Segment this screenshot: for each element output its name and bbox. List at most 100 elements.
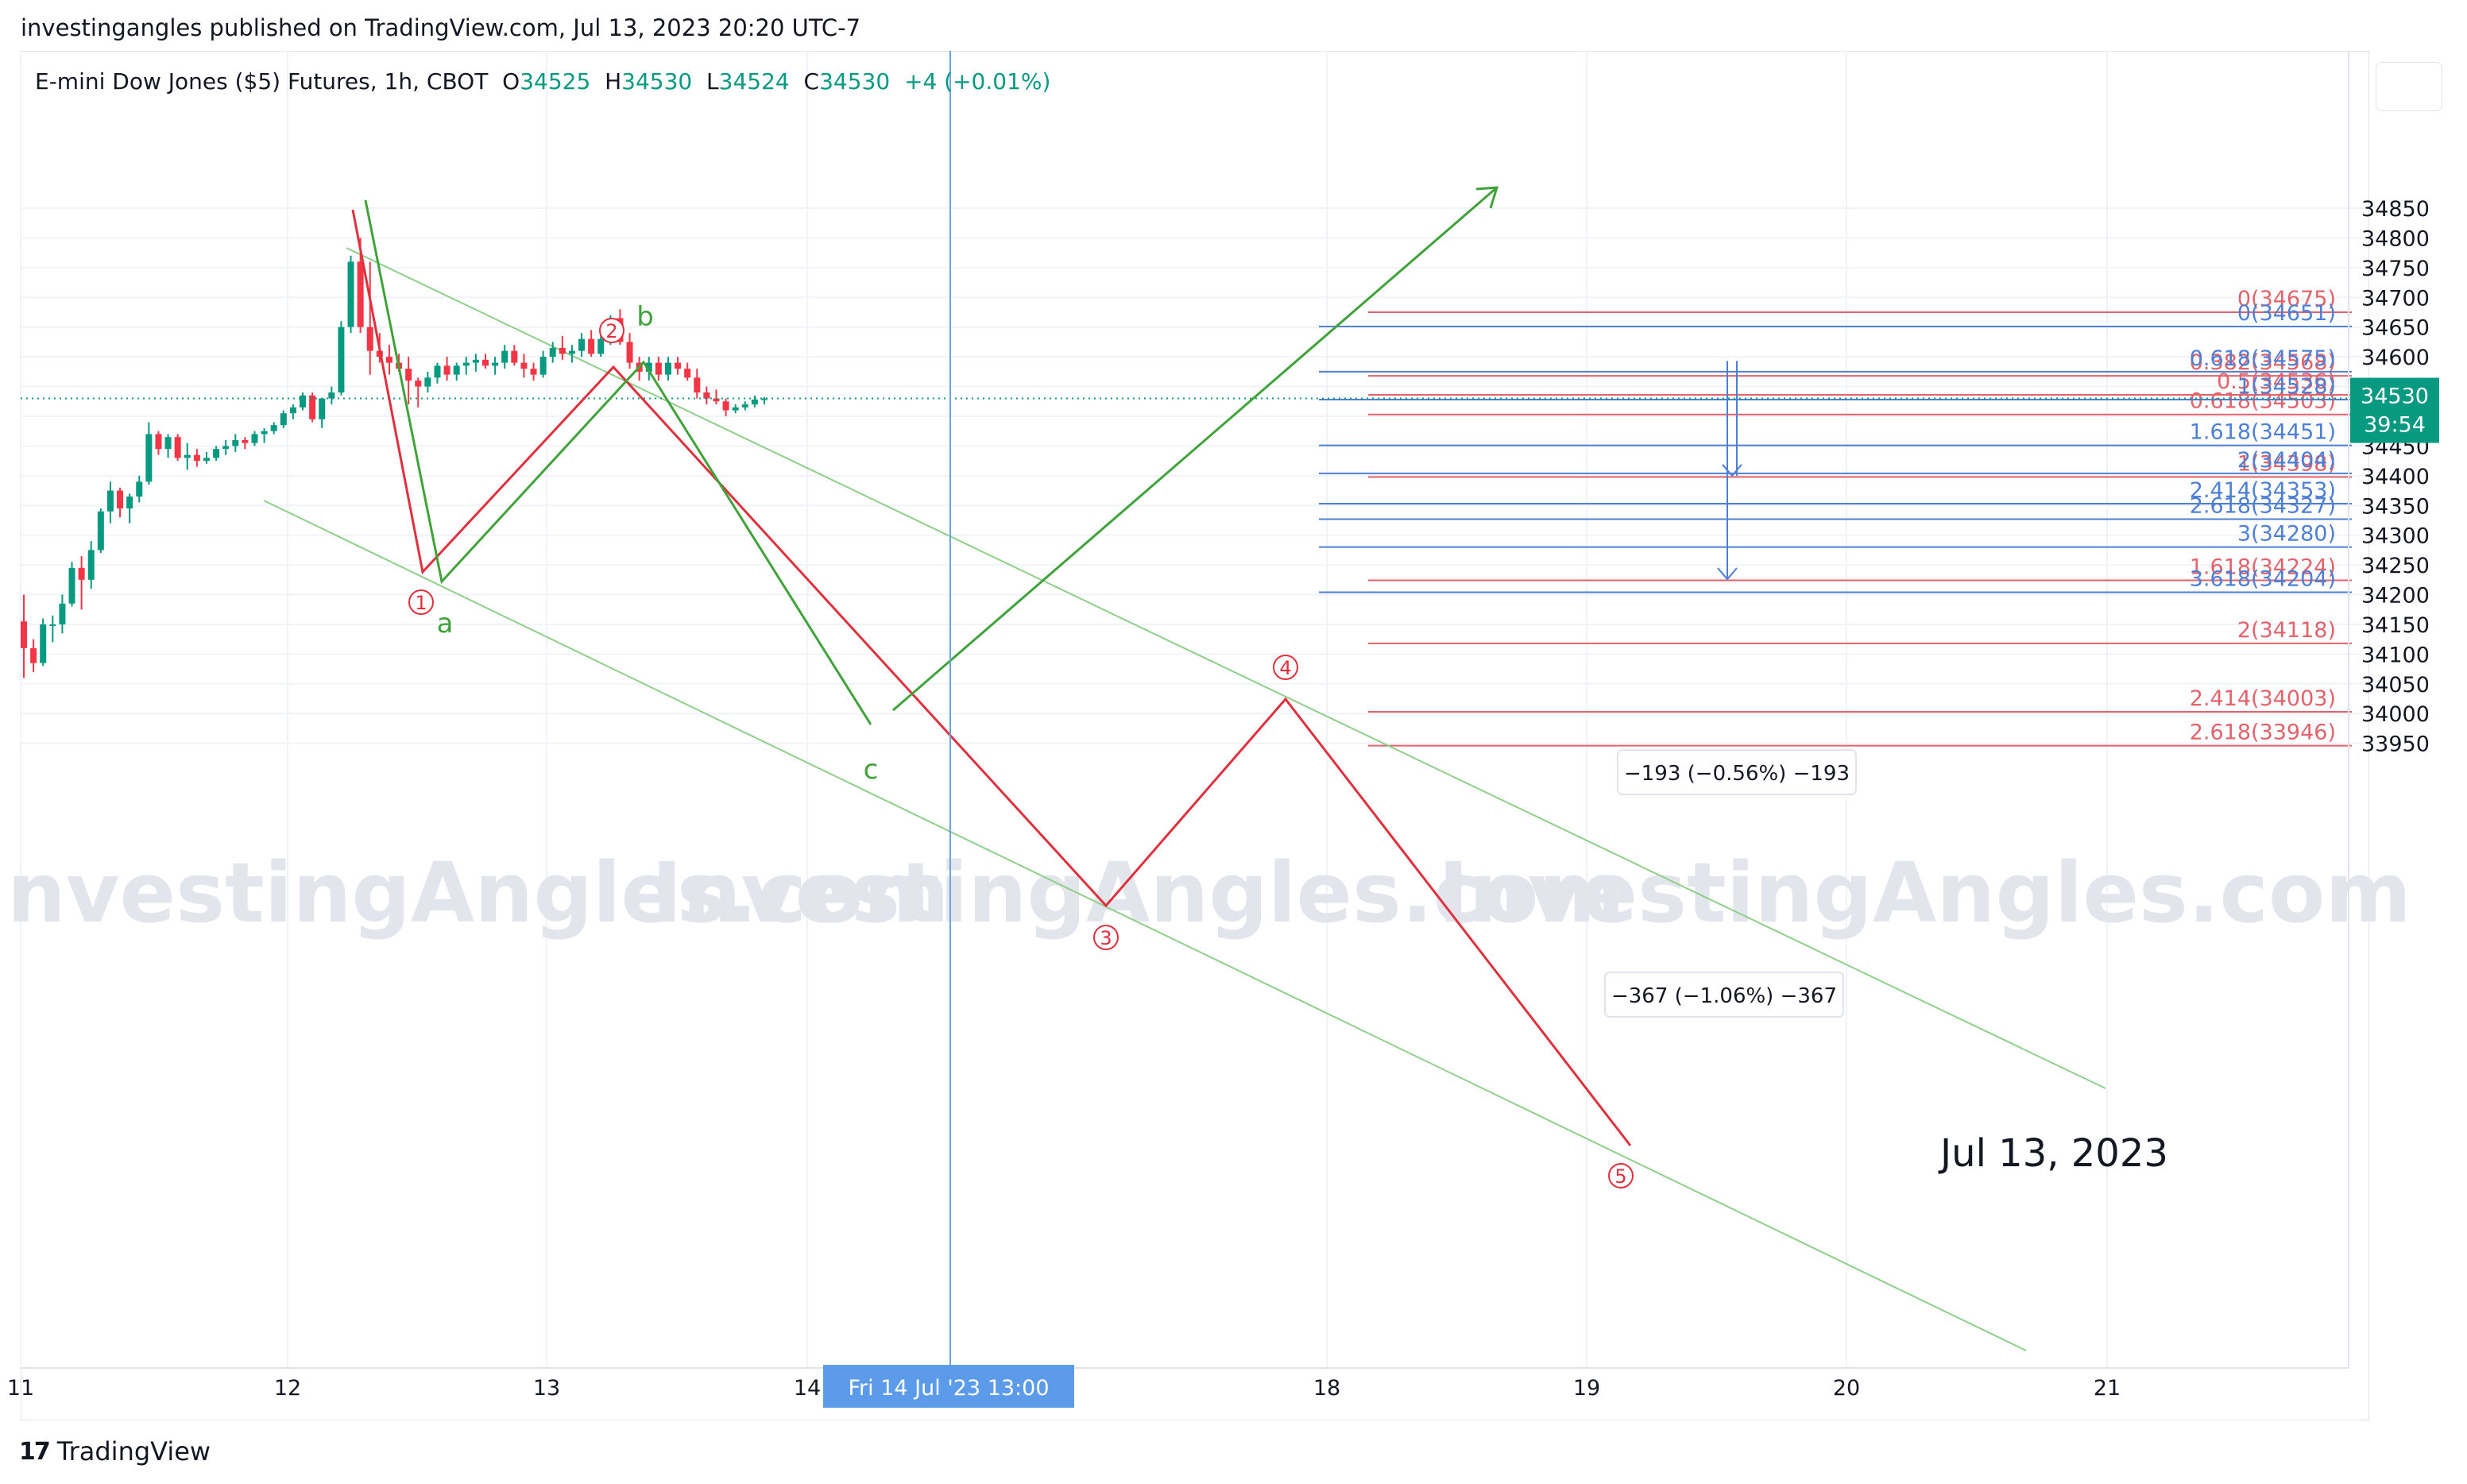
wave-marker xyxy=(1273,655,1298,680)
candle xyxy=(270,422,277,435)
candle-body xyxy=(309,395,316,419)
candle-body xyxy=(117,490,124,508)
candle xyxy=(280,410,287,428)
candle-body xyxy=(741,404,748,408)
brand-name: TradingView xyxy=(56,1436,211,1467)
close-value: 34530 xyxy=(819,68,891,95)
candle xyxy=(222,439,230,455)
fib-blue-label: 2.618(34327) xyxy=(2190,493,2336,518)
candle xyxy=(597,333,605,357)
candle-body xyxy=(511,350,518,363)
candle-body xyxy=(713,398,720,402)
candle-body xyxy=(280,413,287,426)
candle xyxy=(713,389,720,405)
candle xyxy=(261,427,268,443)
candle xyxy=(481,354,489,369)
fib-blue-label: 2.414(34353) xyxy=(2190,478,2336,503)
wave-label: 4 xyxy=(1279,657,1291,679)
candle-body xyxy=(30,647,37,663)
price-tick-label: 34300 xyxy=(2361,524,2430,549)
candle xyxy=(741,401,748,411)
fib-red-label: 0(34675) xyxy=(2237,287,2336,311)
candle xyxy=(164,434,172,458)
candle-body xyxy=(732,407,739,411)
candle xyxy=(684,362,691,381)
fib-blue-label: 1.618(34451) xyxy=(2190,420,2336,445)
fib-red-label: 0.618(34503) xyxy=(2190,389,2336,414)
candle-body xyxy=(203,458,210,462)
candle-body xyxy=(675,362,682,369)
candle xyxy=(49,615,56,643)
tradingview-brand[interactable]: 17 TradingView xyxy=(19,1436,211,1467)
symbol-name: E-mini Dow Jones ($5) Futures, 1h, CBOT xyxy=(35,68,489,95)
candle-body xyxy=(145,434,153,482)
candle xyxy=(309,392,316,423)
price-tick-label: 34000 xyxy=(2361,702,2430,727)
candle-body xyxy=(97,511,104,551)
price-tick-label: 34350 xyxy=(2361,494,2430,519)
candle-body xyxy=(155,434,162,450)
candlestick-series xyxy=(21,238,2368,678)
fibonacci-levels: 0(34675)0.382(34568)0.5(34536)0.618(3450… xyxy=(1319,287,2352,747)
last-price-tag xyxy=(2350,377,2439,443)
candle xyxy=(434,362,441,384)
candle xyxy=(530,362,537,381)
candle xyxy=(213,446,220,462)
candle xyxy=(520,354,528,378)
watermark-text: InvestingAngles.com xyxy=(1438,844,2411,941)
candle-body xyxy=(251,434,258,443)
green-wave-path xyxy=(364,199,872,725)
candle xyxy=(722,398,729,416)
wave-marker xyxy=(408,589,434,615)
low-label: L xyxy=(706,68,719,95)
fib-red-label: 1(34398) xyxy=(2237,451,2336,476)
candle xyxy=(40,618,47,667)
candle-body xyxy=(434,365,441,378)
wave-label: b xyxy=(636,301,654,333)
high-value: 34530 xyxy=(621,68,693,95)
candle xyxy=(242,437,249,450)
candle xyxy=(559,335,566,360)
candle xyxy=(578,333,586,357)
time-tick-label: 21 xyxy=(2094,1376,2121,1401)
candle xyxy=(539,350,547,378)
crosshair-time-tag xyxy=(823,1365,1074,1408)
price-tick-label: 34400 xyxy=(2361,465,2430,489)
candle-body xyxy=(366,327,373,351)
candle xyxy=(472,354,479,372)
candle xyxy=(703,386,710,405)
candle xyxy=(443,357,450,381)
candle-body xyxy=(694,377,701,393)
measure-label-box xyxy=(1617,749,1857,795)
price-tick-label: 34250 xyxy=(2361,554,2430,578)
candle-body xyxy=(78,567,85,580)
price-scale-settings-button[interactable] xyxy=(2376,62,2442,111)
candle-body xyxy=(213,449,220,458)
measure-arrowhead-2 xyxy=(1717,567,1738,581)
published-header: investingangles published on TradingView… xyxy=(21,14,861,41)
candle xyxy=(405,357,412,405)
candle-body xyxy=(655,362,662,375)
candle xyxy=(462,357,470,375)
candle-body xyxy=(347,261,354,327)
time-tick-label: 13 xyxy=(533,1376,560,1401)
time-tick-label: 11 xyxy=(7,1376,34,1401)
wave-marker xyxy=(599,318,624,343)
measure-label: −367 (−1.06%) −367 xyxy=(1611,984,1837,1008)
fib-red-label: 2.618(33946) xyxy=(2190,721,2336,745)
candle xyxy=(626,333,633,369)
candle-body xyxy=(106,490,114,512)
trend-channel xyxy=(263,247,2106,1351)
chart-grid xyxy=(20,51,2368,1368)
candle-body xyxy=(319,398,326,419)
candle-body xyxy=(578,338,586,351)
fib-red-label: 1.618(34224) xyxy=(2190,555,2336,580)
candle xyxy=(203,451,210,464)
candle-body xyxy=(68,567,75,604)
candle xyxy=(106,481,114,524)
wave-label: 1 xyxy=(415,592,427,614)
candle xyxy=(347,255,354,334)
candle xyxy=(21,594,27,678)
candle xyxy=(300,392,307,411)
